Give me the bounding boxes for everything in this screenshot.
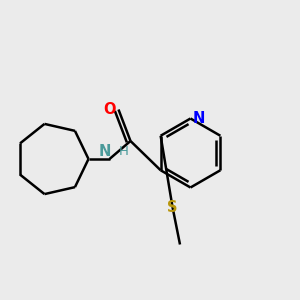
Text: S: S (167, 200, 178, 214)
Text: H: H (118, 145, 128, 158)
Text: O: O (103, 102, 116, 117)
Text: N: N (193, 111, 205, 126)
Text: N: N (99, 144, 111, 159)
